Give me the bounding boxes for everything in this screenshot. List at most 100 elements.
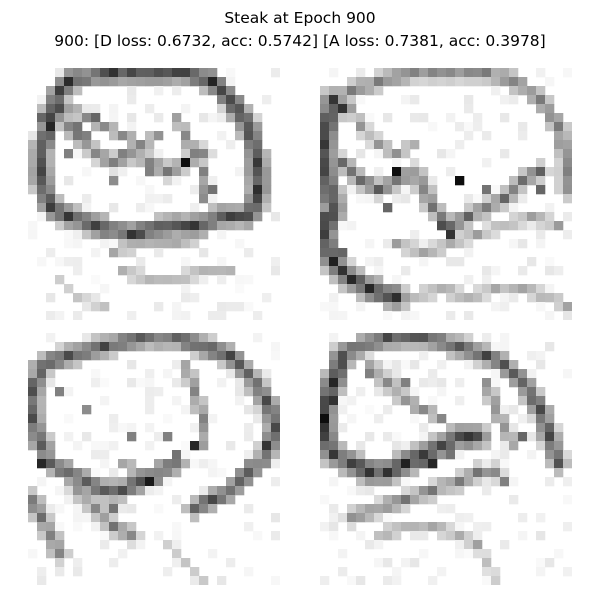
pixel-cell	[428, 432, 438, 442]
pixel-cell	[190, 149, 200, 159]
pixel-cell	[437, 522, 447, 532]
pixel-cell	[482, 68, 492, 78]
pixel-cell	[392, 158, 402, 168]
pixel-cell	[320, 230, 330, 240]
pixel-cell	[199, 77, 209, 87]
pixel-cell	[208, 86, 218, 96]
pixel-cell	[455, 468, 465, 478]
pixel-cell	[410, 486, 420, 496]
pixel-cell	[217, 486, 227, 496]
pixel-cell	[154, 459, 164, 469]
pixel-cell	[473, 468, 483, 478]
pixel-cell	[455, 122, 465, 132]
pixel-cell	[82, 351, 92, 361]
pixel-cell	[509, 432, 519, 442]
pixel-cell	[419, 441, 429, 451]
pixel-cell	[401, 311, 411, 320]
pixel-cell	[392, 275, 402, 285]
pixel-cell	[91, 158, 101, 168]
pixel-cell	[518, 531, 528, 541]
pixel-cell	[163, 540, 173, 550]
pixel-cell	[100, 504, 110, 514]
pixel-cell	[455, 477, 465, 487]
pixel-cell	[190, 293, 200, 303]
pixel-cell	[55, 203, 65, 213]
pixel-cell	[217, 86, 227, 96]
pixel-cell	[109, 513, 119, 523]
pixel-cell	[172, 450, 182, 460]
pixel-cell	[446, 311, 456, 320]
figure-title: Steak at Epoch 900	[224, 9, 376, 27]
pixel-cell	[320, 104, 330, 114]
pixel-cell	[136, 275, 146, 285]
pixel-cell	[338, 567, 348, 577]
pixel-cell	[199, 140, 209, 150]
pixel-cell	[163, 477, 173, 487]
pixel-cell	[190, 387, 200, 397]
pixel-cell	[329, 86, 339, 96]
pixel-cell	[347, 176, 357, 186]
pixel-cell	[253, 414, 263, 424]
pixel-cell	[64, 95, 74, 105]
pixel-cell	[545, 113, 555, 123]
pixel-cell	[500, 432, 510, 442]
pixel-cell	[181, 221, 191, 231]
pixel-cell	[226, 495, 236, 505]
pixel-cell	[320, 495, 330, 505]
pixel-cell	[419, 522, 429, 532]
pixel-cell	[347, 77, 357, 87]
pixel-cell	[37, 423, 47, 433]
pixel-cell	[244, 140, 254, 150]
pixel-cell	[482, 266, 492, 276]
pixel-cell	[428, 477, 438, 487]
pixel-cell	[28, 131, 38, 141]
sample-4-pixel-grid	[320, 333, 572, 585]
pixel-cell	[217, 203, 227, 213]
pixel-cell	[365, 540, 375, 550]
pixel-cell	[338, 194, 348, 204]
pixel-cell	[100, 459, 110, 469]
pixel-cell	[545, 423, 555, 433]
pixel-cell	[545, 77, 555, 87]
pixel-cell	[500, 333, 510, 343]
pixel-cell	[545, 203, 555, 213]
pixel-cell	[100, 495, 110, 505]
pixel-cell	[482, 284, 492, 294]
pixel-cell	[199, 221, 209, 231]
pixel-cell	[208, 333, 218, 343]
pixel-cell	[455, 522, 465, 532]
pixel-cell	[37, 396, 47, 406]
pixel-cell	[419, 113, 429, 123]
pixel-cell	[253, 185, 263, 195]
pixel-cell	[428, 495, 438, 505]
pixel-cell	[320, 167, 330, 177]
pixel-cell	[253, 113, 263, 123]
pixel-cell	[329, 248, 339, 258]
pixel-cell	[145, 239, 155, 249]
pixel-cell	[208, 495, 218, 505]
pixel-cell	[329, 459, 339, 469]
pixel-cell	[91, 149, 101, 159]
pixel-cell	[338, 513, 348, 523]
pixel-cell	[419, 432, 429, 442]
pixel-cell	[91, 513, 101, 523]
pixel-cell	[320, 369, 330, 379]
pixel-cell	[262, 176, 272, 186]
pixel-cell	[455, 333, 465, 343]
pixel-cell	[410, 248, 420, 258]
pixel-cell	[28, 158, 38, 168]
pixel-cell	[419, 333, 429, 343]
pixel-cell	[329, 360, 339, 370]
pixel-cell	[338, 284, 348, 294]
pixel-cell	[235, 360, 245, 370]
pixel-cell	[455, 284, 465, 294]
pixel-cell	[419, 167, 429, 177]
pixel-cell	[455, 176, 465, 186]
pixel-cell	[554, 131, 564, 141]
pixel-cell	[55, 77, 65, 87]
pixel-cell	[91, 212, 101, 222]
pixel-cell	[262, 95, 272, 105]
pixel-cell	[428, 441, 438, 451]
pixel-cell	[82, 131, 92, 141]
pixel-cell	[338, 113, 348, 123]
